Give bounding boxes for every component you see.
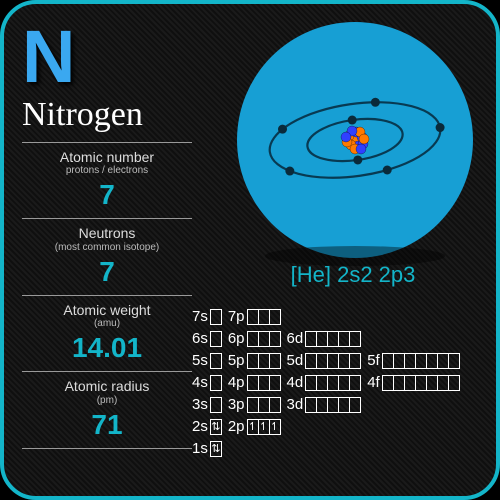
- prop-label: Atomic weight: [22, 303, 192, 318]
- orbital-boxes: [247, 353, 281, 369]
- orbital-boxes: [210, 419, 222, 435]
- orbital-row: 5s 5p 5d 5f: [192, 350, 466, 372]
- orbital-box: [269, 419, 281, 435]
- orbital-label: 2s: [192, 416, 208, 438]
- orbital-box: [269, 375, 281, 391]
- orbital-boxes: [382, 353, 460, 369]
- orbital-boxes: [305, 331, 361, 347]
- orbital-row: 3s 3p 3d: [192, 394, 466, 416]
- orbital-row: 2s 2p: [192, 416, 466, 438]
- orbital-label: 3p: [228, 394, 245, 416]
- orbital-label: 4f: [367, 372, 380, 394]
- prop-sublabel: (amu): [22, 318, 192, 329]
- electron-config: [He] 2s2 2p3: [228, 262, 478, 288]
- prop-label: Atomic radius: [22, 379, 192, 394]
- orbital-boxes: [247, 397, 281, 413]
- orbital-box: [448, 375, 460, 391]
- orbital-boxes: [210, 331, 222, 347]
- prop-label: Atomic number: [22, 150, 192, 165]
- orbital-label: 4p: [228, 372, 245, 394]
- orbital-label: 2p: [228, 416, 245, 438]
- element-card: N Nitrogen Atomic numberprotons / electr…: [0, 0, 500, 500]
- orbital-box: [210, 375, 222, 391]
- orbital-boxes: [247, 375, 281, 391]
- orbital-box: [349, 375, 361, 391]
- orbital-row: 4s 4p 4d 4f: [192, 372, 466, 394]
- orbital-label: 5f: [367, 350, 380, 372]
- orbital-boxes: [210, 353, 222, 369]
- orbital-label: 1s: [192, 438, 208, 460]
- orbital-label: 3s: [192, 394, 208, 416]
- orbital-box: [210, 441, 222, 457]
- orbital-box: [210, 331, 222, 347]
- prop-value: 14.01: [22, 332, 192, 364]
- orbital-row: 1s: [192, 438, 466, 460]
- orbital-label: 6p: [228, 328, 245, 350]
- orbital-row: 6s 6p 6d: [192, 328, 466, 350]
- orbital-box: [269, 397, 281, 413]
- properties-panel: Atomic numberprotons / electrons 7 Neutron…: [22, 142, 192, 449]
- orbital-label: 5p: [228, 350, 245, 372]
- orbital-label: 7p: [228, 306, 245, 328]
- prop-sublabel: (pm): [22, 395, 192, 406]
- orbital-box: [349, 331, 361, 347]
- orbital-box: [210, 397, 222, 413]
- orbital-box: [210, 419, 222, 435]
- orbital-boxes: [247, 309, 281, 325]
- orbital-label: 5s: [192, 350, 208, 372]
- orbital-boxes: [210, 441, 222, 457]
- orbital-box: [210, 309, 222, 325]
- orbital-label: 7s: [192, 306, 208, 328]
- orbital-row: 7s 7p: [192, 306, 466, 328]
- orbital-box: [269, 353, 281, 369]
- orbital-boxes: [210, 397, 222, 413]
- orbital-box: [210, 353, 222, 369]
- orbital-label: 6d: [287, 328, 304, 350]
- prop-label: Neutrons: [22, 226, 192, 241]
- orbital-boxes: [247, 331, 281, 347]
- orbital-label: 4d: [287, 372, 304, 394]
- prop-sublabel: (most common isotope): [22, 242, 192, 253]
- orbital-boxes: [210, 375, 222, 391]
- orbital-label: 3d: [287, 394, 304, 416]
- orbital-boxes: [305, 375, 361, 391]
- prop-value: 7: [22, 179, 192, 211]
- orbital-boxes: [382, 375, 460, 391]
- orbital-box: [349, 353, 361, 369]
- orbital-box: [448, 353, 460, 369]
- orbital-boxes: [305, 353, 361, 369]
- orbital-box: [269, 309, 281, 325]
- prop-value: 71: [22, 409, 192, 441]
- orbital-label: 6s: [192, 328, 208, 350]
- orbital-box: [349, 397, 361, 413]
- orbital-diagram: 7s 7p 6s 6p 6d 5s 5p 5d 5f 4s 4p 4d 4f 3s 3p 3d 2s 2p 1s: [192, 306, 466, 460]
- orbital-box: [269, 331, 281, 347]
- prop-sublabel: protons / electrons: [22, 165, 192, 176]
- orbital-label: 5d: [287, 350, 304, 372]
- orbital-boxes: [210, 309, 222, 325]
- prop-value: 7: [22, 256, 192, 288]
- orbital-label: 4s: [192, 372, 208, 394]
- atom-diagram: [230, 18, 480, 268]
- orbital-boxes: [247, 419, 281, 435]
- orbital-boxes: [305, 397, 361, 413]
